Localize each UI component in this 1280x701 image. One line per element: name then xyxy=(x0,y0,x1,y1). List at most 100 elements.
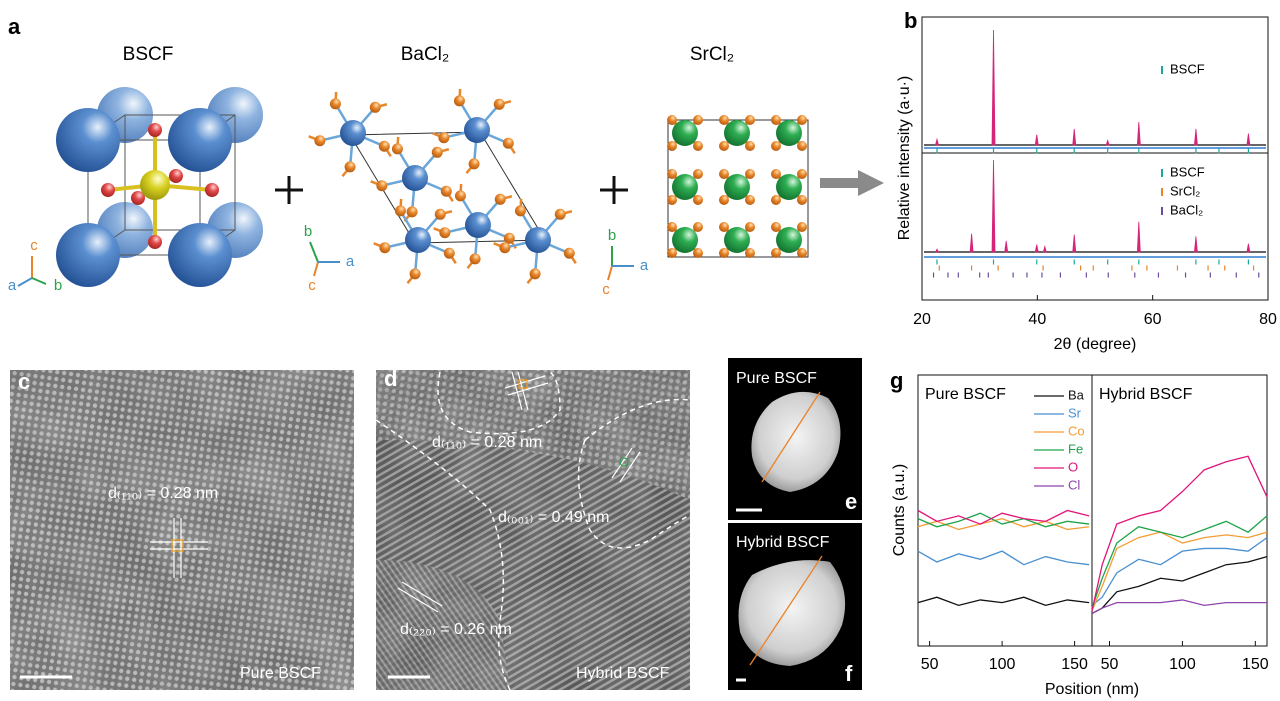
atom xyxy=(724,174,750,200)
atom xyxy=(667,141,677,151)
atom xyxy=(503,138,514,149)
annotation: d₍₀₀₁₎ = 0.49 nm xyxy=(498,509,609,526)
axis-label: c xyxy=(602,281,610,298)
annotation: d₍₂₂₀₎ = 0.26 nm xyxy=(400,621,512,638)
peak xyxy=(1005,241,1008,252)
atom xyxy=(745,222,755,232)
atom xyxy=(402,165,428,191)
atom xyxy=(693,248,703,258)
subplot-title: Pure BSCF xyxy=(925,386,1006,403)
series-line xyxy=(1092,600,1267,614)
atom xyxy=(776,174,802,200)
atom xyxy=(719,222,729,232)
atom xyxy=(745,141,755,151)
peak xyxy=(1194,236,1197,252)
caption: Hybrid BSCF xyxy=(576,665,670,682)
atom xyxy=(667,222,677,232)
atom xyxy=(499,242,510,253)
atom xyxy=(745,248,755,258)
legend-label: SrCl₂ xyxy=(1170,183,1200,198)
atom xyxy=(719,195,729,205)
legend-label: BSCF xyxy=(1170,61,1205,76)
atom xyxy=(797,222,807,232)
atom xyxy=(370,102,381,113)
atom xyxy=(745,169,755,179)
charts: bRelative intensity (a·u·)2θ (degree)204… xyxy=(890,8,1277,698)
y-axis-label: Counts (a.u.) xyxy=(891,464,908,556)
atom xyxy=(314,135,325,146)
atom xyxy=(525,227,551,253)
peak xyxy=(1073,129,1076,145)
peak xyxy=(935,249,938,252)
caption: Pure BSCF xyxy=(736,370,817,387)
panel-e: Pure BSCF e xyxy=(728,358,862,520)
atom xyxy=(444,248,455,259)
x-axis-label: Position (nm) xyxy=(1045,681,1139,698)
atom xyxy=(771,115,781,125)
peak xyxy=(1247,134,1250,146)
atom xyxy=(455,190,466,201)
atom xyxy=(693,195,703,205)
atom xyxy=(504,233,515,244)
atom xyxy=(797,141,807,151)
panel-label: c xyxy=(18,369,30,394)
page: {"panel_a": {"label": "a", "structures":… xyxy=(0,0,1280,701)
atom xyxy=(56,108,120,172)
x-tick-label: 100 xyxy=(1169,656,1196,673)
peak xyxy=(992,30,995,145)
atom xyxy=(564,248,575,259)
atom xyxy=(776,120,802,146)
atom xyxy=(693,141,703,151)
atom xyxy=(797,169,807,179)
x-tick-label: 50 xyxy=(1101,656,1119,673)
axis-label: c xyxy=(30,237,38,254)
atom xyxy=(205,183,219,197)
atom xyxy=(148,235,162,249)
atom xyxy=(168,223,232,287)
atom xyxy=(438,132,449,143)
atom xyxy=(148,123,162,137)
atom xyxy=(432,147,443,158)
atom xyxy=(797,248,807,258)
axis-arrow xyxy=(32,278,46,284)
peak xyxy=(1106,140,1109,145)
panel-label: a xyxy=(8,14,21,39)
legend-label: Fe xyxy=(1068,441,1083,456)
peak xyxy=(1247,244,1250,252)
axis-label: b xyxy=(54,277,62,294)
x-axis-label: 2θ (degree) xyxy=(1054,336,1137,353)
atom xyxy=(470,253,481,264)
atom xyxy=(441,186,452,197)
structure-name: BSCF xyxy=(123,44,174,65)
x-tick-label: 80 xyxy=(1259,311,1277,328)
x-tick-label: 150 xyxy=(1061,656,1088,673)
atom xyxy=(515,205,526,216)
atom xyxy=(672,120,698,146)
atom xyxy=(672,227,698,253)
atom xyxy=(330,98,341,109)
series-line xyxy=(918,551,1089,565)
atom xyxy=(771,141,781,151)
panel-c: c d₍₁₁₀₎ = 0.28 nm Pure BSCF xyxy=(10,369,354,690)
atom xyxy=(439,227,450,238)
atom xyxy=(667,195,677,205)
atom xyxy=(776,227,802,253)
axis-label: a xyxy=(8,277,17,294)
atom xyxy=(405,227,431,253)
series-line xyxy=(1092,516,1267,608)
atom xyxy=(407,206,418,217)
atom xyxy=(379,141,390,152)
figure: a BSCF BaCl₂ SrCl₂ cabbcabca c d₍₁₁₀₎ = … xyxy=(0,0,1280,701)
atom xyxy=(771,169,781,179)
atom xyxy=(169,169,183,183)
atom xyxy=(494,99,505,110)
atom xyxy=(101,183,115,197)
atom xyxy=(693,222,703,232)
x-tick-label: 40 xyxy=(1028,311,1046,328)
atom xyxy=(340,120,366,146)
axis-label: a xyxy=(640,257,649,274)
atom xyxy=(693,115,703,125)
axis-label: c xyxy=(308,277,316,294)
atom xyxy=(392,143,403,154)
atom xyxy=(771,248,781,258)
